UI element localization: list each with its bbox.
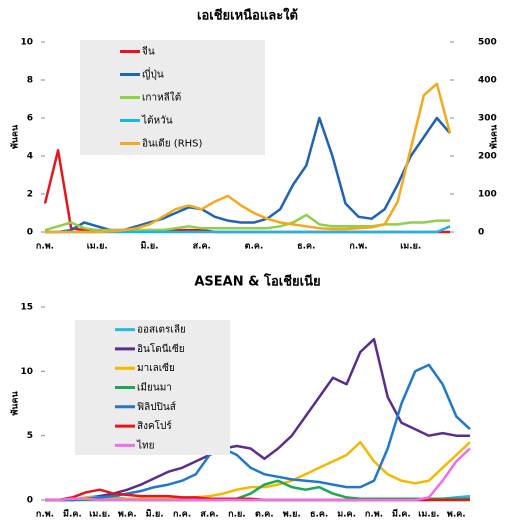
x-tick-label: ก.ค. — [173, 510, 191, 520]
x-tick-label: ก.พ. — [36, 510, 54, 520]
x-tick-label: ต.ค. — [255, 510, 274, 520]
y2-tick-label: 400 — [478, 76, 497, 86]
legend-label: ฟิลิปปินส์ — [137, 401, 176, 413]
legend-label: ไต้หวัน — [141, 115, 173, 127]
series-line — [45, 82, 452, 234]
x-tick-label: เม.ย. — [400, 242, 421, 252]
chart-title: เอเชียเหนือและใต้ — [197, 7, 298, 24]
legend-label: จีน — [142, 46, 155, 58]
series-line — [45, 363, 471, 502]
x-tick-label: มี.ค. — [63, 509, 82, 520]
y-tick-label: 0 — [27, 496, 33, 506]
legend-label: เมียนมา — [137, 382, 172, 394]
y-tick-label: 4 — [27, 152, 33, 162]
y-tick-label: 6 — [27, 114, 33, 124]
legend-box — [80, 40, 265, 155]
y2-tick-label: 500 — [478, 38, 497, 48]
y-tick-label: 0 — [27, 228, 33, 238]
legend-label: อินโดนีเซีย — [137, 342, 185, 355]
legend-label: เกาหลีใต้ — [142, 92, 181, 104]
y2-axis-label: พันคน — [489, 124, 500, 149]
y-tick-label: 2 — [27, 190, 33, 200]
y-tick-label: 10 — [20, 38, 33, 48]
x-tick-label: ต.ค. — [245, 242, 264, 252]
x-tick-label: ส.ค. — [200, 510, 218, 520]
x-tick-label: ก.ย. — [228, 510, 246, 520]
y2-tick-label: 200 — [478, 152, 497, 162]
y2-tick-label: 300 — [478, 114, 497, 124]
y-tick-label: 10 — [20, 367, 33, 377]
legend-label: มาเลเซีย — [137, 362, 175, 374]
x-tick-label: พ.ค. — [118, 510, 137, 520]
legend-label: อินเดีย (RHS) — [142, 138, 203, 150]
x-tick-label: พ.ย. — [283, 510, 301, 520]
x-tick-label: ธ.ค. — [297, 242, 315, 252]
x-tick-label: ธ.ค. — [310, 510, 328, 520]
x-tick-label: ก.พ. — [349, 242, 367, 252]
y-axis-label: พันคน — [10, 391, 21, 416]
y2-tick-label: 0 — [478, 228, 484, 238]
y-tick-label: 8 — [27, 76, 33, 86]
series-line — [45, 440, 471, 502]
y-tick-label: 5 — [27, 431, 33, 441]
y2-tick-label: 100 — [478, 190, 497, 200]
x-tick-label: เม.ย. — [418, 510, 439, 520]
x-tick-label: มิ.ย. — [140, 241, 158, 252]
x-tick-label: เม.ย. — [87, 242, 108, 252]
x-tick-label: ม.ค. — [337, 510, 356, 520]
legend-box — [75, 320, 230, 455]
y-tick-label: 15 — [20, 303, 33, 313]
x-tick-label: ก.พ. — [36, 242, 54, 252]
y-axis-label: พันคน — [10, 124, 21, 149]
series-line — [43, 149, 450, 234]
x-tick-label: มี.ค. — [392, 509, 411, 520]
legend-label: สิงคโปร์ — [137, 419, 172, 432]
legend-label: ญี่ปุ่น — [142, 67, 164, 81]
x-tick-label: พ.ค. — [447, 510, 466, 520]
chart-title: ASEAN & โอเชียเนีย — [194, 273, 320, 290]
legend-label: ไทย — [136, 439, 154, 451]
legend-label: ออสเตรเลีย — [137, 324, 186, 336]
x-tick-label: มิ.ย. — [146, 509, 164, 520]
series-line — [45, 447, 471, 502]
x-tick-label: ก.พ. — [365, 510, 383, 520]
x-tick-label: เม.ย. — [89, 510, 110, 520]
x-tick-label: ส.ค. — [193, 242, 211, 252]
